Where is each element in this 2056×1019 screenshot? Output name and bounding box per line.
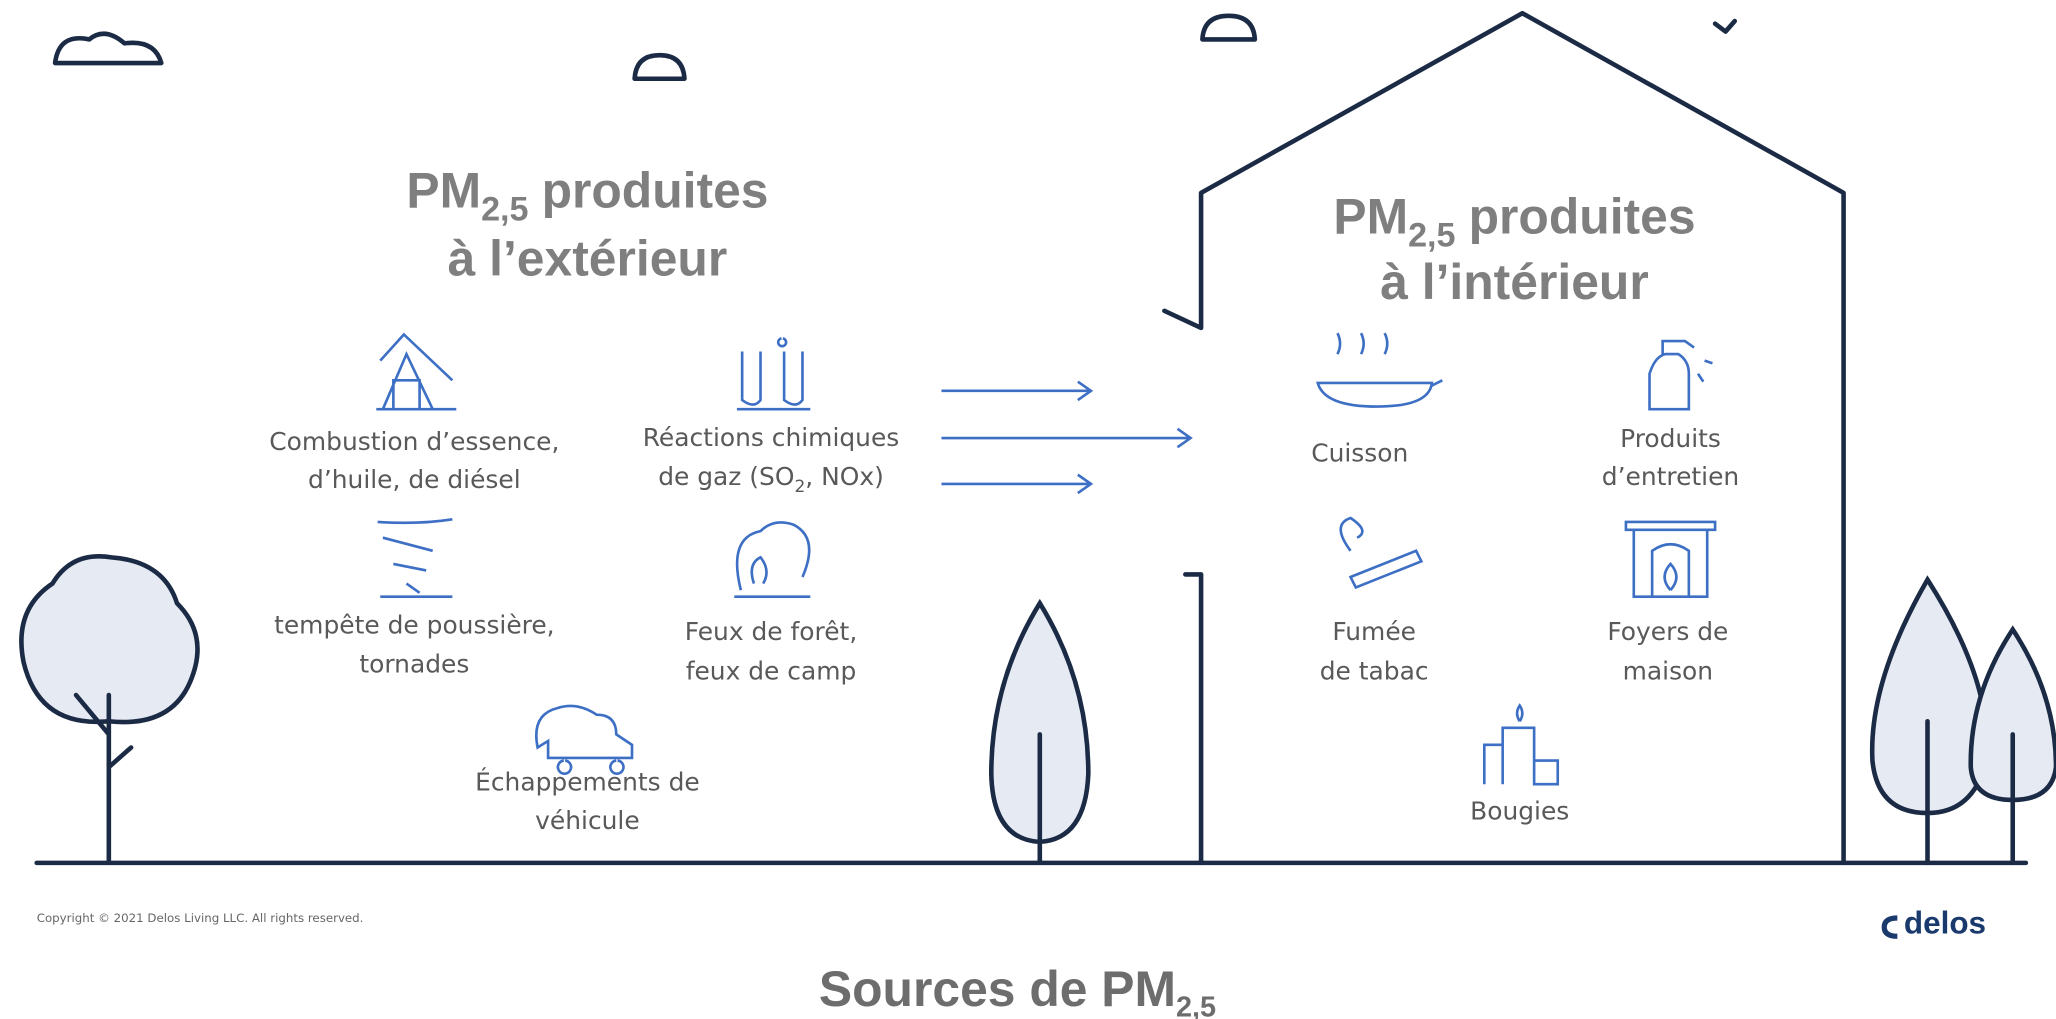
cloud bbox=[635, 55, 685, 79]
source-label: d’entretien bbox=[1602, 462, 1739, 491]
source-label: d’huile, de diésel bbox=[308, 465, 521, 494]
source-label: de tabac bbox=[1320, 656, 1429, 685]
cloud bbox=[1202, 16, 1254, 40]
source-label: Bougies bbox=[1470, 797, 1569, 826]
source-label: maison bbox=[1623, 656, 1713, 685]
indoor-title: à l’intérieur bbox=[1380, 254, 1649, 310]
source-label: tornades bbox=[359, 650, 469, 679]
outdoor-title: à l’extérieur bbox=[448, 230, 728, 286]
source-label: Feux de forêt, bbox=[685, 617, 857, 646]
house-wall bbox=[1185, 574, 1201, 862]
source-label: feux de camp bbox=[686, 656, 857, 685]
source-label: Cuisson bbox=[1311, 439, 1408, 468]
logo-mark bbox=[1884, 918, 1897, 936]
source-label: Réactions chimiques bbox=[643, 423, 900, 452]
cloud bbox=[55, 34, 161, 63]
source-label: tempête de poussière, bbox=[274, 610, 555, 639]
source-label: Échappements de bbox=[475, 768, 700, 797]
diagram: PM2,5produites à l’extérieur PM2,5produi… bbox=[0, 0, 2056, 1019]
caption: Sources de PM2,5 bbox=[819, 961, 1216, 1019]
source-label: Foyers de bbox=[1607, 617, 1728, 646]
source-label: Produits bbox=[1620, 424, 1721, 453]
source-label: véhicule bbox=[535, 806, 640, 835]
source-label: Combustion d’essence, bbox=[269, 427, 559, 456]
copyright: Copyright © 2021 Delos Living LLC. All r… bbox=[37, 911, 364, 925]
source-label: de gaz (SO2, NOx) bbox=[658, 462, 884, 497]
arrows bbox=[941, 382, 1190, 493]
bird bbox=[1715, 21, 1735, 31]
source-label: Fumée bbox=[1332, 617, 1416, 646]
logo: delos bbox=[1904, 906, 1986, 941]
